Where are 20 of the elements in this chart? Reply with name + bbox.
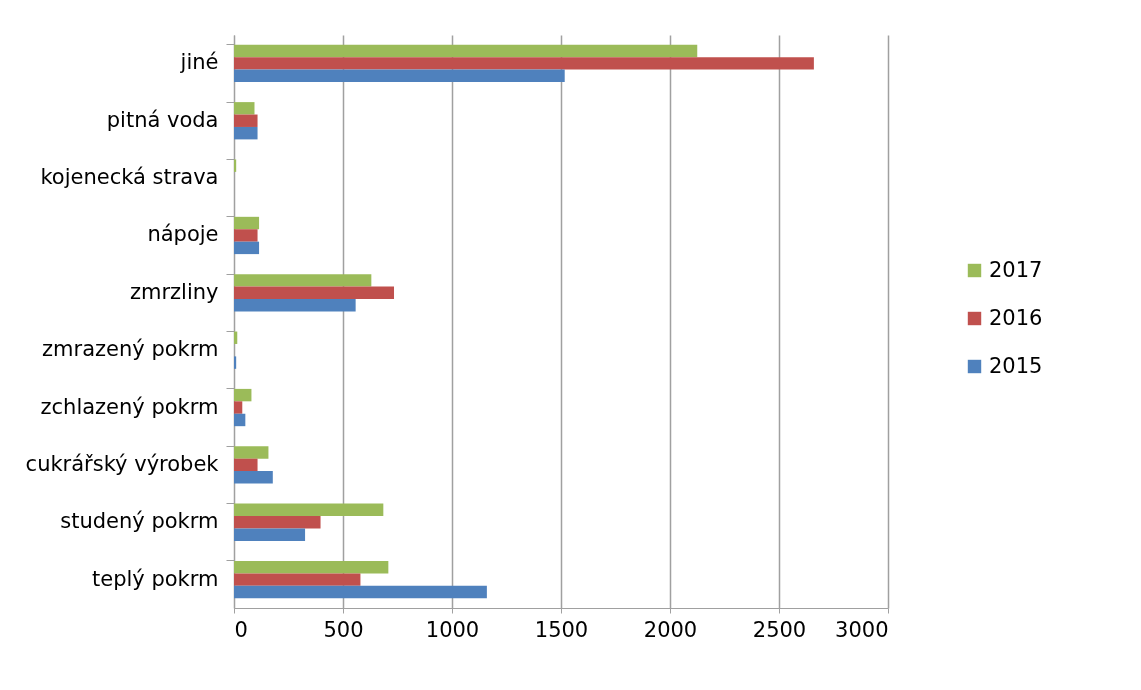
x-tick-label: 3000	[835, 617, 889, 642]
x-tick-label: 500	[323, 617, 364, 642]
y-tick-label: jiné	[179, 50, 219, 75]
x-tick-label: 2000	[643, 617, 698, 642]
y-tick-label: nápoje	[147, 222, 219, 247]
x-tick-label: 2500	[752, 617, 807, 642]
legend-label: 2016	[989, 305, 1043, 330]
y-tick-label: studený pokrm	[60, 509, 219, 534]
y-tick-label: kojenecká strava	[40, 165, 219, 190]
y-tick-label: zchlazený pokrm	[40, 394, 219, 419]
y-tick-label: zmrazený pokrm	[42, 337, 219, 362]
y-tick-label: zmrzliny	[129, 279, 219, 304]
x-tick-label: 1500	[534, 617, 589, 642]
x-tick-label: 0	[234, 617, 248, 642]
legend-label: 2017	[989, 257, 1043, 282]
y-tick-label: teplý pokrm	[92, 566, 219, 591]
x-tick-label: 1000	[425, 617, 480, 642]
y-tick-label: cukrářský výrobek	[25, 451, 220, 476]
legend-label: 2015	[989, 353, 1043, 378]
y-tick-label: pitná voda	[106, 107, 219, 132]
